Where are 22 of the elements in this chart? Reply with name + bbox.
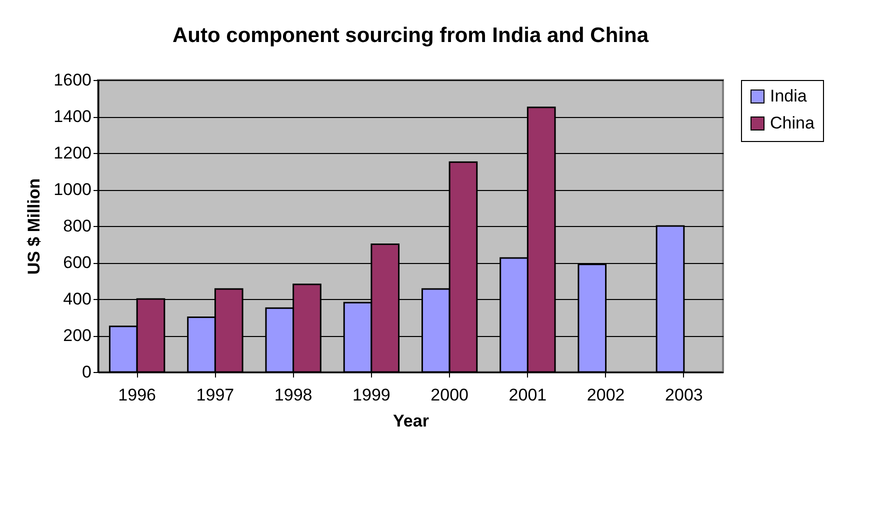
y-tick-label: 0 <box>82 362 92 382</box>
y-tick-label: 1400 <box>54 107 92 126</box>
y-tick-label: 800 <box>63 216 92 236</box>
x-tick-label: 2003 <box>665 386 703 404</box>
x-tick-label: 1998 <box>274 386 312 404</box>
y-tick-label: 1200 <box>54 144 92 162</box>
y-tick-label: 1000 <box>54 180 92 199</box>
x-tick-label: 2001 <box>508 386 547 404</box>
y-tick-label: 200 <box>63 326 92 345</box>
y-tick-label: 400 <box>63 290 92 308</box>
y-tick-label: 1600 <box>54 70 92 90</box>
chart-title: Auto component sourcing from India and China <box>172 24 649 47</box>
x-axis-title: Year <box>393 412 430 430</box>
x-tick-label: 2000 <box>430 386 468 404</box>
legend-label: India <box>770 86 808 106</box>
x-tick-label: 1997 <box>196 386 234 404</box>
y-tick-label: 600 <box>63 253 92 272</box>
y-axis-title: US $ Million <box>24 178 44 275</box>
legend-label: China <box>770 114 815 132</box>
x-tick-label: 1996 <box>118 386 156 404</box>
x-tick-label: 2002 <box>586 386 625 404</box>
x-tick-label: 1999 <box>352 386 390 404</box>
